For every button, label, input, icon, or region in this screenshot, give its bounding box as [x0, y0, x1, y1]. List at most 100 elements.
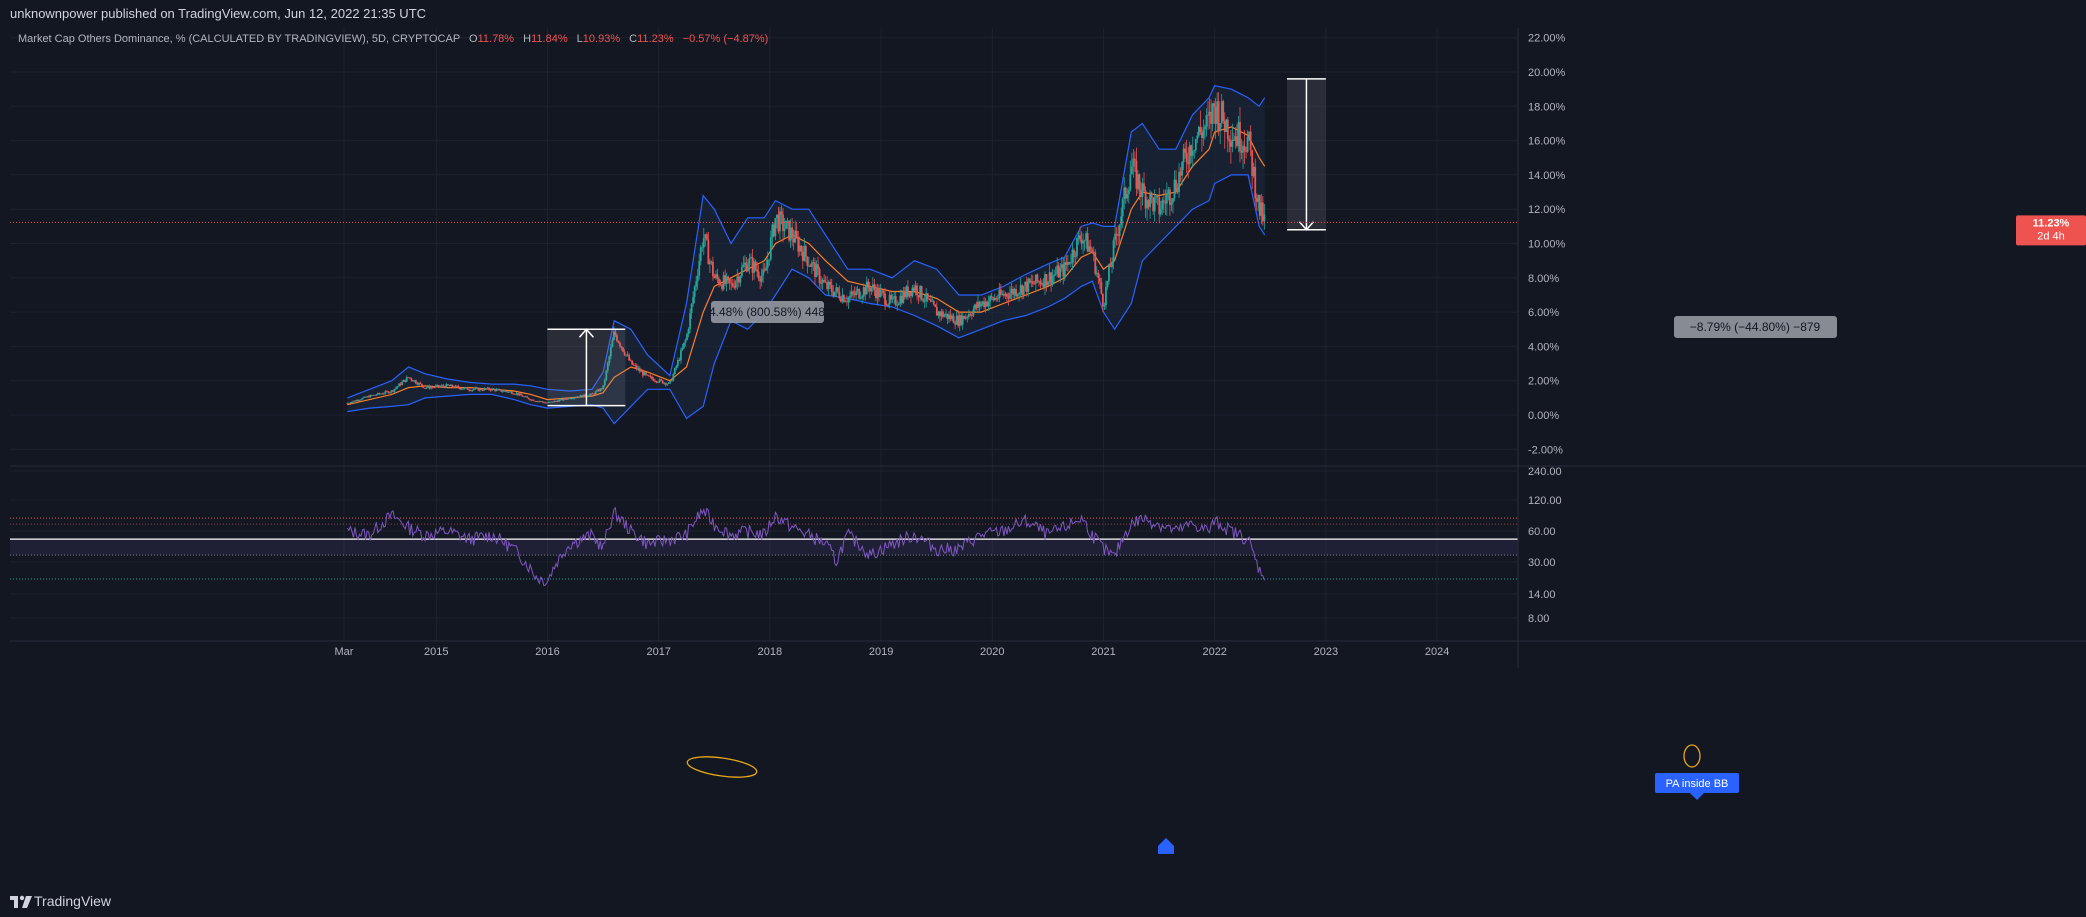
candle-body: [960, 315, 963, 325]
candle-body: [1025, 281, 1028, 292]
candle-body: [366, 396, 369, 398]
candle-body: [1105, 287, 1107, 306]
candle-body: [708, 261, 711, 265]
x-tick-label: 2023: [1314, 646, 1338, 658]
candle-body: [669, 381, 672, 383]
candle-body: [482, 389, 484, 391]
candle-body: [1079, 235, 1081, 240]
candle-body: [401, 381, 404, 386]
candle-body: [984, 301, 987, 308]
candle-body: [961, 315, 964, 325]
candle-body: [1086, 233, 1089, 252]
candle-body: [587, 396, 589, 397]
candle-body: [1263, 214, 1266, 222]
candle-body: [492, 388, 495, 390]
candle-body: [1222, 101, 1225, 122]
candle-body: [922, 299, 925, 302]
chart-area[interactable]: Mar 2015 2016 2017 2018 2019 2020 2021 2022 2023 2…: [10, 28, 2086, 885]
candle-body: [1059, 268, 1062, 278]
candle-body: [878, 287, 880, 297]
candle-body: [609, 347, 612, 357]
candle-body: [532, 399, 535, 401]
candle-body: [704, 234, 707, 238]
rsi-tick-label: 60.00: [1528, 526, 1556, 538]
candle-body: [716, 274, 719, 279]
candle-body: [355, 400, 358, 402]
candle-body: [843, 295, 845, 302]
candle-body: [351, 401, 353, 403]
candle-body: [1004, 293, 1007, 296]
candle-body: [910, 291, 912, 297]
candle-body: [763, 269, 766, 271]
candle-body: [1089, 246, 1092, 250]
candle-body: [547, 402, 550, 404]
candle-body: [568, 398, 571, 399]
candle-body: [928, 299, 931, 300]
publish-info: unknownpower published on TradingView.co…: [10, 6, 427, 21]
candle-body: [902, 291, 905, 303]
candle-body: [1129, 174, 1132, 191]
candle-body: [683, 342, 685, 348]
candle-body: [779, 211, 781, 232]
candle-body: [1258, 195, 1261, 216]
event-marker-icon[interactable]: [1158, 838, 1174, 854]
candle-body: [515, 393, 518, 395]
candle-body: [1065, 262, 1068, 266]
x-tick-label: 2020: [980, 646, 1004, 658]
y-tick-label: 18.00%: [1528, 101, 1566, 113]
candle-body: [1007, 296, 1010, 299]
candle-body: [772, 224, 775, 237]
candle-body: [868, 287, 871, 292]
candle-body: [512, 393, 515, 395]
axes: Mar 2015 2016 2017 2018 2019 2020 2021 2022 2023 2…: [10, 28, 2086, 668]
candle-body: [949, 314, 952, 320]
candle-body: [1118, 225, 1121, 236]
candle-body: [475, 387, 478, 389]
candle-body: [405, 377, 408, 382]
candle-body: [1251, 150, 1254, 176]
candle-body: [684, 339, 687, 343]
candle-body: [920, 286, 923, 300]
candle-body: [1001, 293, 1004, 295]
candle-body: [753, 261, 755, 273]
y-tick-label: 22.00%: [1528, 33, 1566, 45]
candle-body: [847, 297, 850, 303]
candle-body: [876, 287, 879, 299]
candle-body: [919, 286, 921, 298]
candle-body: [421, 383, 423, 387]
candle-body: [879, 290, 882, 297]
candle-body: [599, 388, 602, 392]
candle-body: [1234, 136, 1237, 141]
candle-body: [434, 385, 437, 388]
candle-body: [600, 388, 603, 390]
measure-tools[interactable]: [547, 78, 1326, 407]
candle-body: [509, 391, 512, 393]
candle-body: [1172, 197, 1174, 203]
candle-body: [576, 396, 579, 398]
candle-body: [1054, 273, 1057, 275]
candle-body: [439, 386, 442, 388]
candle-body: [450, 384, 452, 387]
measure-down-label[interactable]: −8.79% (−44.80%) −879: [1674, 316, 1837, 338]
candle-body: [940, 311, 943, 317]
x-tick-label: 2022: [1202, 646, 1226, 658]
candle-body: [731, 283, 734, 287]
candle-body: [695, 281, 698, 287]
candle-body: [681, 347, 684, 351]
candle-body: [996, 298, 999, 300]
candle-body: [404, 379, 407, 382]
measure-up-label[interactable]: 4.48% (800.58%) 448: [709, 301, 825, 323]
candle-body: [513, 393, 516, 395]
candle-body: [692, 296, 695, 304]
annotation-callout[interactable]: PA inside BB: [1655, 773, 1739, 800]
candle-body: [885, 304, 888, 306]
candle-body: [1106, 281, 1109, 288]
candle-body: [820, 283, 822, 284]
candle-body: [635, 365, 638, 370]
candle-body: [1226, 119, 1229, 140]
candle-body: [1016, 294, 1019, 297]
candle-body: [553, 400, 556, 403]
candle-body: [637, 368, 640, 370]
candle-body: [1147, 200, 1150, 208]
candle-body: [780, 211, 783, 215]
